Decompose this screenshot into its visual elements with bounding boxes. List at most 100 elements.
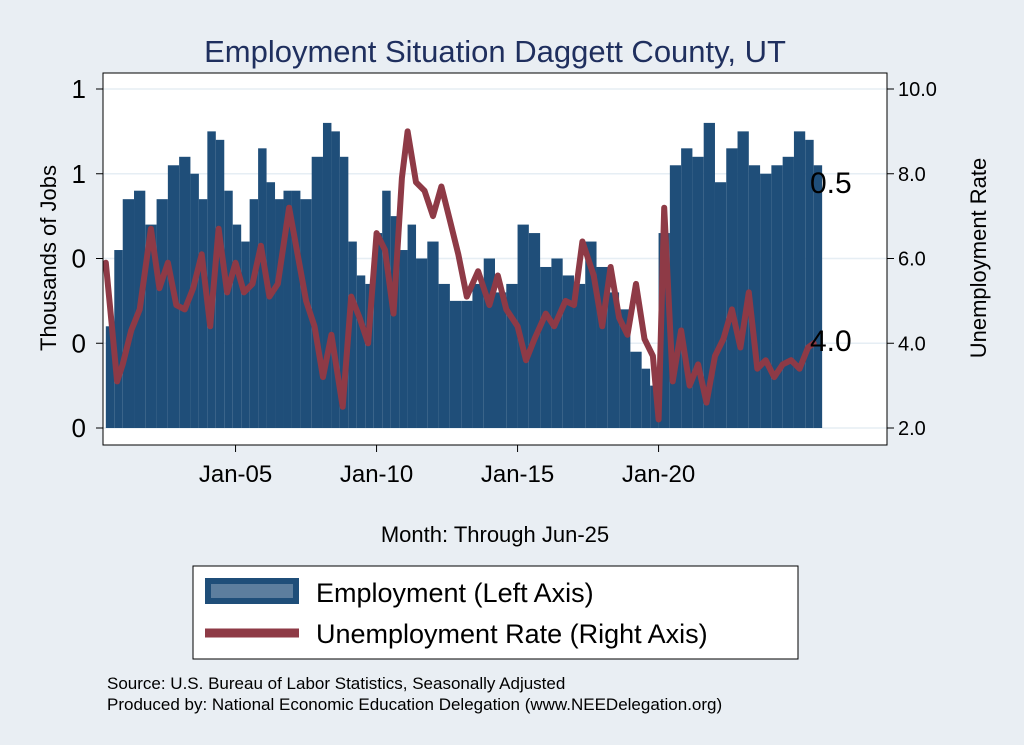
employment-bar <box>782 156 794 429</box>
employment-bar <box>365 283 374 428</box>
employment-bar <box>585 241 597 428</box>
right-tick-label: 6.0 <box>898 249 926 271</box>
x-axis-label: Month: Through Jun-25 <box>381 522 609 547</box>
employment-bar <box>562 275 574 428</box>
legend-employment-swatch-inner <box>211 584 293 598</box>
employment-bar <box>681 148 693 428</box>
employment-bar <box>356 275 366 428</box>
employment-bar <box>483 258 495 428</box>
employment-bar <box>517 224 529 428</box>
legend: Employment (Left Axis) Unemployment Rate… <box>192 565 799 660</box>
employment-bar <box>373 233 383 428</box>
employment-bar <box>573 283 586 428</box>
employment-bars <box>105 122 823 429</box>
employment-bar <box>266 182 276 428</box>
unemployment-end-label: 4.0 <box>810 325 852 358</box>
right-tick-label: 2.0 <box>898 418 926 440</box>
employment-bar <box>771 165 783 428</box>
employment-bar <box>760 173 772 428</box>
employment-bar <box>793 131 806 428</box>
employment-bar <box>190 173 199 428</box>
left-tick-label: 0 <box>72 244 86 274</box>
employment-bar <box>641 368 651 428</box>
employment-bar <box>399 250 408 428</box>
left-axis-label: Thousands of Jobs <box>36 165 61 351</box>
employment-bar <box>596 266 608 428</box>
employment-bar <box>232 224 242 428</box>
employment-bar <box>322 122 332 429</box>
employment-bar <box>241 241 250 428</box>
employment-bar <box>658 233 670 428</box>
employment-bar <box>607 292 620 428</box>
employment-bar <box>619 309 631 428</box>
employment-bar <box>703 122 715 429</box>
employment-bar <box>438 283 450 428</box>
employment-bar <box>540 266 552 428</box>
right-tick-label: 4.0 <box>898 333 926 355</box>
employment-bar <box>427 241 439 428</box>
employment-bar <box>145 224 157 428</box>
x-tick-label: Jan-05 <box>199 461 272 488</box>
employment-bar <box>156 199 168 428</box>
employment-bar <box>551 258 563 428</box>
left-tick-label: 1 <box>72 74 86 104</box>
employment-bar <box>748 165 761 428</box>
employment-bar <box>348 241 357 428</box>
employment-bar <box>416 258 428 428</box>
employment-bar <box>105 326 115 428</box>
employment-bar <box>737 131 749 428</box>
employment-bar <box>249 199 259 428</box>
employment-bar <box>291 190 301 428</box>
left-axis: 0 0 0 1 1 <box>72 74 103 443</box>
employment-bar <box>122 199 135 428</box>
employment-bar <box>692 156 704 429</box>
employment-bar <box>805 139 814 428</box>
left-tick-label: 0 <box>72 328 86 358</box>
unemployment-line <box>102 128 817 423</box>
right-axis: 2.0 4.0 6.0 8.0 10.0 <box>887 79 937 440</box>
chart-title: Employment Situation Daggett County, UT <box>204 34 786 69</box>
employment-bar <box>813 165 823 428</box>
employment-bar <box>311 156 323 429</box>
x-axis: Jan-05 Jan-10 Jan-15 Jan-20 <box>199 445 695 488</box>
employment-bar <box>506 283 518 428</box>
x-tick-label: Jan-15 <box>481 461 554 488</box>
plot-area <box>102 72 888 446</box>
employment-bar <box>726 148 738 428</box>
right-tick-label: 10.0 <box>898 79 937 101</box>
employment-bar <box>407 224 417 428</box>
employment-bar <box>224 190 233 428</box>
employment-bar <box>114 250 123 428</box>
employment-bar <box>300 199 312 428</box>
employment-bar <box>179 156 191 429</box>
employment-bar <box>669 165 682 428</box>
employment-bar <box>714 182 727 428</box>
employment-bar <box>215 139 225 428</box>
left-tick-label: 0 <box>72 413 86 443</box>
employment-bar <box>528 233 541 428</box>
employment-bar <box>198 199 208 428</box>
employment-bar <box>461 300 473 428</box>
employment-bar <box>390 216 400 428</box>
legend-employment-label: Employment (Left Axis) <box>316 578 594 608</box>
employment-bar <box>630 351 642 428</box>
right-tick-label: 8.0 <box>898 164 926 186</box>
right-axis-label: Unemployment Rate <box>966 158 991 359</box>
employment-end-label: 0.5 <box>810 167 852 200</box>
employment-bar <box>650 385 659 428</box>
employment-bar <box>449 300 462 428</box>
employment-bar <box>495 292 507 428</box>
footer-source: Source: U.S. Bureau of Labor Statistics,… <box>107 674 565 693</box>
footer-produced: Produced by: National Economic Education… <box>107 695 722 714</box>
legend-unemployment-label: Unemployment Rate (Right Axis) <box>316 619 708 649</box>
employment-bar <box>339 156 349 429</box>
x-tick-label: Jan-20 <box>622 461 695 488</box>
employment-bar <box>331 131 340 428</box>
left-tick-label: 1 <box>72 159 86 189</box>
employment-bar <box>275 199 284 428</box>
x-tick-label: Jan-10 <box>340 461 413 488</box>
employment-bar <box>472 283 484 428</box>
employment-bar <box>258 148 267 428</box>
employment-bar <box>382 190 391 428</box>
